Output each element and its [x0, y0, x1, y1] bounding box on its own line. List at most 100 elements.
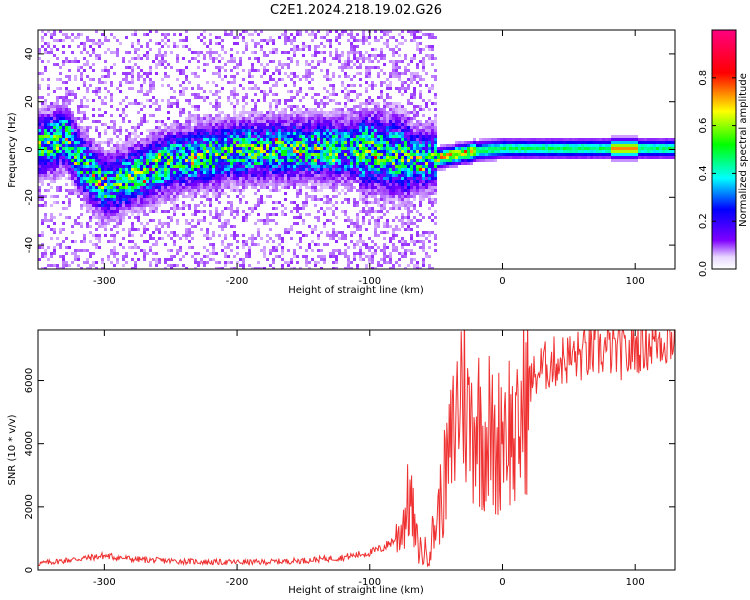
spectrogram-cell: [131, 240, 134, 243]
spectrogram-cell: [185, 165, 188, 168]
spectrogram-cell: [188, 195, 191, 198]
spectrogram-cell: [41, 39, 44, 42]
spectrogram-cell: [242, 132, 245, 135]
spectrogram-cell: [104, 177, 107, 180]
spectrogram-cell: [293, 135, 296, 138]
spectrogram-cell: [62, 144, 65, 147]
spectrogram-cell: [239, 111, 242, 114]
spectrogram-cell: [149, 195, 152, 198]
spectrogram-cell: [89, 255, 92, 258]
spectrogram-cell: [326, 159, 329, 162]
spectrogram-cell: [215, 267, 218, 269]
spectrogram-cell: [350, 30, 353, 33]
spectrogram-cell: [203, 144, 206, 147]
spectrogram-cell: [281, 168, 284, 171]
spectrogram-cell: [335, 153, 338, 156]
spectrogram-cell: [368, 108, 371, 111]
spectrogram-cell: [344, 252, 347, 255]
spectrogram-cell: [89, 180, 92, 183]
spectrogram-cell: [215, 168, 218, 171]
spectrogram-cell: [326, 39, 329, 42]
spectrogram-cell: [350, 84, 353, 87]
spectrogram-cell: [329, 165, 332, 168]
spectrogram-cell: [308, 135, 311, 138]
spectrogram-cell: [239, 183, 242, 186]
spectrogram-cell: [173, 198, 176, 201]
spectrogram-cell: [299, 240, 302, 243]
spectrogram-cell: [167, 234, 170, 237]
spectrogram-cell: [317, 120, 320, 123]
spectrogram-cell: [65, 93, 68, 96]
spectrogram-cell: [176, 45, 179, 48]
spectrogram-cell: [203, 234, 206, 237]
spectrogram-cell: [155, 225, 158, 228]
spectrogram-cell: [284, 102, 287, 105]
spectrogram-cell: [365, 177, 368, 180]
spectrogram-cell: [254, 105, 257, 108]
spectrogram-cell: [251, 186, 254, 189]
spectrogram-cell: [341, 153, 344, 156]
spectrogram-cell: [41, 180, 44, 183]
spectrogram-cell: [74, 189, 77, 192]
spectrogram-cell: [311, 150, 314, 153]
spectrogram-cell: [236, 138, 239, 141]
spectrogram-cell: [125, 177, 128, 180]
spectrogram-cell: [50, 186, 53, 189]
spectrogram-cell: [92, 42, 95, 45]
spectrogram-cell: [140, 168, 143, 171]
spectrogram-cell: [134, 33, 137, 36]
spectrogram-cell: [314, 183, 317, 186]
spectrogram-cell: [86, 141, 89, 144]
spectrogram-cell: [89, 144, 92, 147]
spectrogram-cell: [353, 129, 356, 132]
spectrogram-cell: [296, 93, 299, 96]
spectrogram-cell: [74, 258, 77, 261]
spectrogram-cell: [269, 60, 272, 63]
spectrogram-cell: [347, 75, 350, 78]
spectrogram-cell: [341, 231, 344, 234]
spectrogram-cell: [335, 186, 338, 189]
spectrogram-cell: [254, 138, 257, 141]
spectrogram-cell: [152, 189, 155, 192]
spectrogram-cell: [197, 114, 200, 117]
spectrogram-cell: [71, 261, 74, 264]
spectrogram-cell: [125, 180, 128, 183]
spectrogram-cell: [164, 75, 167, 78]
spectrogram-cell: [143, 138, 146, 141]
spectrogram-cell: [344, 159, 347, 162]
spectrogram-cell: [116, 201, 119, 204]
spectrogram-cell: [80, 180, 83, 183]
spectrogram-cell: [164, 135, 167, 138]
spectrogram-cell: [107, 168, 110, 171]
spectrogram-cell: [185, 237, 188, 240]
spectrogram-cell: [221, 213, 224, 216]
spectrogram-cell: [323, 114, 326, 117]
spectrogram-cell: [320, 171, 323, 174]
spectrogram-cell: [107, 165, 110, 168]
spectrogram-cell: [191, 225, 194, 228]
spectrogram-cell: [167, 39, 170, 42]
spectrogram-cell: [233, 144, 236, 147]
spectrogram-cell: [245, 48, 248, 51]
spectrogram-cell: [113, 120, 116, 123]
spectrogram-cell: [314, 243, 317, 246]
spectrogram-cell: [113, 249, 116, 252]
spectrogram-cell: [260, 144, 263, 147]
spectrogram-cell: [320, 120, 323, 123]
spectrogram-cell: [359, 84, 362, 87]
spectrogram-cell: [233, 177, 236, 180]
spectrogram-cell: [191, 213, 194, 216]
spectrogram-cell: [230, 177, 233, 180]
spectrogram-cell: [368, 165, 371, 168]
spectrogram-cell: [227, 159, 230, 162]
spectrogram-cell: [98, 168, 101, 171]
spectrogram-cell: [53, 141, 56, 144]
spectrogram-cell: [251, 243, 254, 246]
spectrogram-cell: [140, 198, 143, 201]
spectrogram-cell: [236, 261, 239, 264]
spectrogram-cell: [275, 159, 278, 162]
spectrogram-cell: [260, 195, 263, 198]
spectrogram-cell: [113, 51, 116, 54]
spectrogram-cell: [194, 150, 197, 153]
spectrogram-cell: [266, 168, 269, 171]
